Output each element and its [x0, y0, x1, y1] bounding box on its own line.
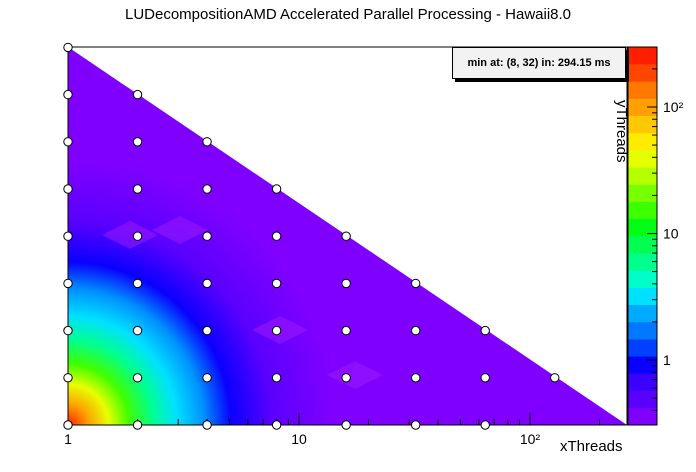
- sample-point: [480, 420, 490, 430]
- x-tick-label: 1: [64, 431, 72, 447]
- x-tick-label: 10²: [520, 431, 541, 447]
- color-scale-step: [628, 81, 657, 99]
- color-scale-step: [628, 253, 657, 271]
- sample-point: [202, 325, 212, 336]
- minimum-annotation: min at: (8, 32) in: 294.15 ms: [452, 47, 626, 79]
- sample-point: [132, 137, 143, 147]
- sample-point: [132, 89, 143, 100]
- color-scale-step: [628, 373, 657, 391]
- y-axis-label: yThreads: [613, 100, 630, 163]
- color-scale-step: [628, 150, 657, 168]
- sample-point: [271, 325, 282, 336]
- sample-point: [202, 278, 212, 289]
- sample-point: [63, 278, 73, 289]
- color-scale-frame: [627, 46, 658, 426]
- sample-point: [202, 420, 212, 430]
- x-tick-label: 10: [291, 431, 307, 447]
- z-tick-label: 10: [663, 226, 679, 242]
- sample-point: [410, 420, 421, 430]
- color-scale-step: [628, 201, 657, 220]
- color-scale-step: [628, 356, 657, 374]
- sample-point: [202, 137, 212, 147]
- color-scale-step: [628, 218, 657, 237]
- sample-point: [202, 231, 212, 241]
- color-scale-step: [628, 132, 657, 151]
- sample-point: [410, 325, 421, 336]
- color-scale-step: [628, 321, 657, 340]
- sample-point: [63, 137, 73, 147]
- sample-point: [550, 373, 560, 383]
- color-scale-step: [628, 98, 657, 117]
- sample-point: [132, 420, 143, 430]
- sample-point: [63, 420, 73, 430]
- color-scale-step: [628, 270, 657, 288]
- color-scale-step: [628, 115, 657, 134]
- sample-point: [63, 373, 73, 383]
- sample-point: [132, 325, 143, 336]
- sample-points: [63, 42, 560, 430]
- sample-point: [271, 231, 282, 241]
- color-scale-step: [628, 304, 657, 323]
- color-scale-bar: [627, 46, 658, 426]
- heatmap-patch: [152, 216, 208, 244]
- color-scale-step: [628, 184, 657, 202]
- color-scale-step: [628, 407, 657, 426]
- color-scale-step: [628, 390, 657, 409]
- sample-point: [271, 373, 282, 383]
- sample-point: [480, 325, 490, 336]
- sample-point: [202, 373, 212, 383]
- sample-point: [410, 373, 421, 383]
- color-scale-ticks: 1 10 10²: [647, 68, 684, 411]
- heatmap-patch: [327, 361, 383, 389]
- sample-point: [480, 373, 490, 383]
- sample-point: [63, 89, 73, 100]
- sample-point: [271, 184, 282, 194]
- sample-point: [271, 420, 282, 430]
- sample-point: [271, 278, 282, 289]
- sample-point: [341, 373, 351, 383]
- z-tick-label: 1: [663, 352, 671, 368]
- sample-point: [410, 278, 421, 289]
- sample-point: [132, 278, 143, 289]
- color-scale-step: [628, 236, 657, 254]
- color-scale-step: [628, 64, 657, 82]
- sample-point: [132, 184, 143, 194]
- sample-point: [132, 231, 143, 241]
- sample-point: [202, 184, 212, 194]
- sample-point: [132, 373, 143, 383]
- z-tick-label: 10²: [663, 99, 684, 115]
- sample-point: [341, 420, 351, 430]
- sample-point: [63, 42, 73, 53]
- color-scale-step: [628, 47, 657, 65]
- sample-point: [63, 184, 73, 194]
- color-scale-step: [628, 287, 657, 306]
- color-scale-step: [628, 339, 657, 357]
- sample-point: [341, 278, 351, 289]
- sample-point: [63, 231, 73, 241]
- chart-title: LUDecompositionAMD Accelerated Parallel …: [124, 6, 572, 23]
- sample-point: [341, 325, 351, 336]
- heatmap-patch: [102, 221, 158, 249]
- x-axis-label: xThreads: [560, 438, 623, 455]
- color-scale-step: [628, 167, 657, 185]
- sample-point: [63, 325, 73, 336]
- sample-point: [341, 231, 351, 241]
